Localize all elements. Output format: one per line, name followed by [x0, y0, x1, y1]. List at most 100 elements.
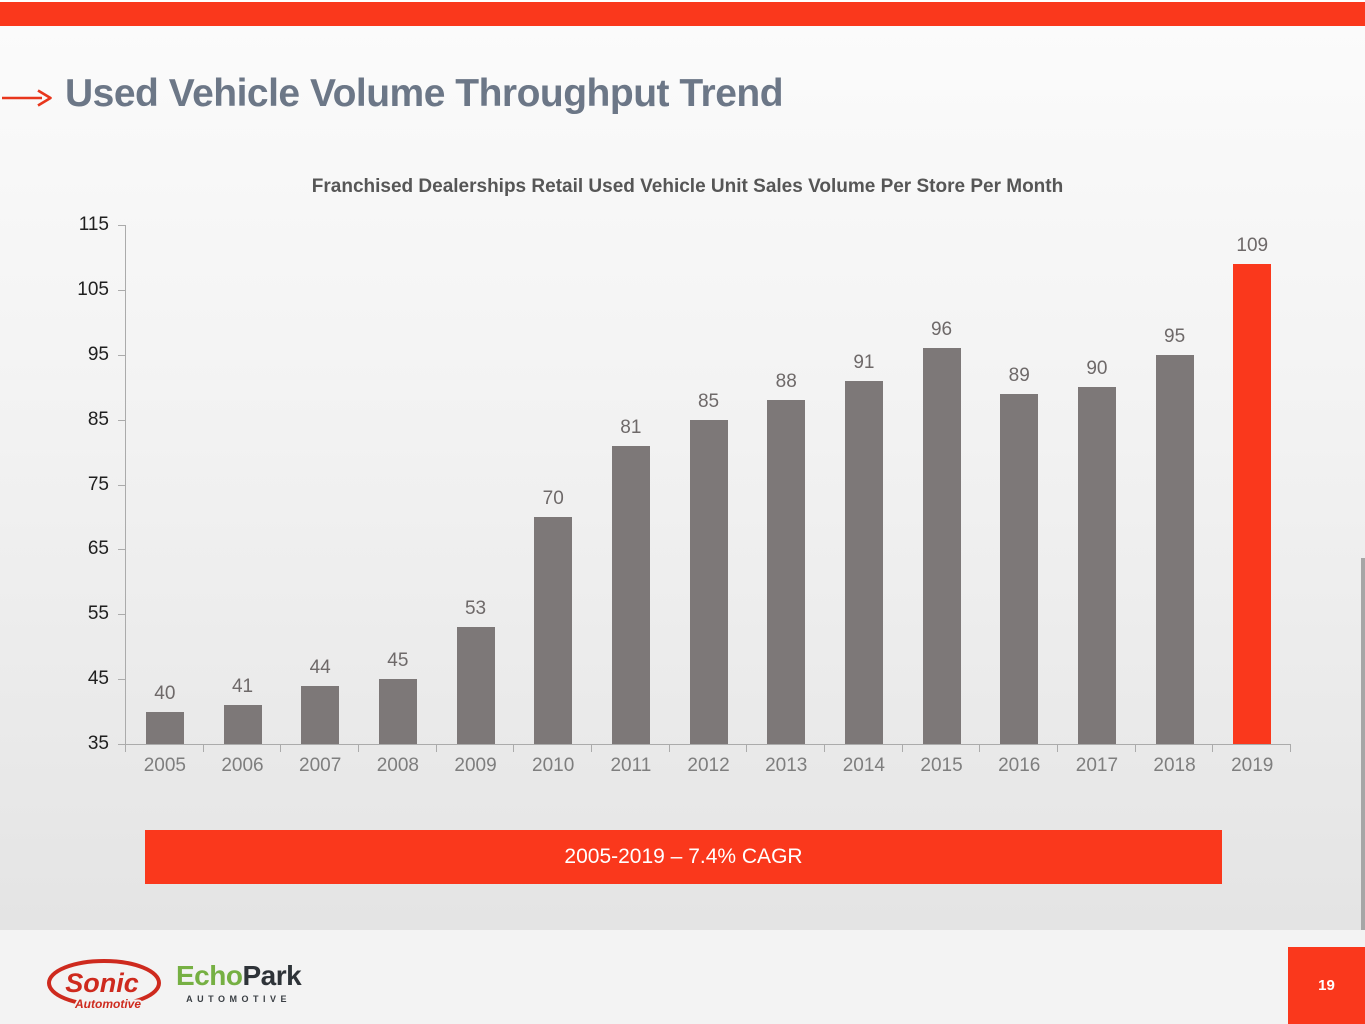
x-tick-mark	[1212, 744, 1214, 752]
x-axis-label-2011: 2011	[610, 755, 652, 776]
y-tick-label-75: 75	[87, 473, 109, 495]
bar-column-2019: 109 2019	[1213, 225, 1291, 776]
bar-2011	[611, 445, 650, 744]
y-tick-label-35: 35	[87, 733, 109, 754]
x-axis-label-2017: 2017	[1075, 755, 1119, 776]
bar-column-2008: 45 2008	[359, 225, 437, 776]
x-tick-mark	[1134, 744, 1136, 752]
sonic-automotive-logo: Sonic Automotive	[47, 959, 161, 1013]
y-tick-mark	[118, 614, 126, 616]
bar-column-2014: 91 2014	[825, 225, 903, 776]
echopark-subtext: AUTOMOTIVE	[186, 994, 292, 1004]
echopark-word-echo: Echo	[176, 960, 243, 991]
x-axis-label-2015: 2015	[920, 755, 963, 776]
bar-column-2009: 53 2009	[437, 225, 515, 776]
y-tick-label-105: 105	[77, 278, 109, 300]
footer: Sonic Automotive EchoPark AUTOMOTIVE 19	[0, 930, 1365, 1024]
bar-2017	[1077, 387, 1116, 744]
x-tick-mark	[125, 744, 126, 752]
echopark-logo: EchoPark AUTOMOTIVE	[176, 960, 302, 1005]
x-tick-mark	[979, 744, 981, 752]
bar-value-label-2005: 40	[154, 682, 176, 704]
bar-column-2013: 88 2013	[747, 225, 825, 776]
bar-chart: 35 45 55 65 75 85 95 105 115 40 2005 41 2006 44 2007 4…	[77, 214, 1291, 776]
bar-value-label-2008: 45	[387, 650, 409, 672]
bar-value-label-2015: 96	[930, 319, 953, 341]
bar-column-2005: 40 2005	[126, 225, 204, 776]
y-tick-label-85: 85	[87, 408, 109, 430]
plot-area: 40 2005 41 2006 44 2007 45 2008 53 2009 70 2010 81 20…	[126, 225, 1291, 776]
x-tick-mark	[591, 744, 592, 752]
right-arrow-icon	[2, 89, 52, 107]
bar-value-label-2013: 88	[775, 371, 797, 393]
x-tick-mark	[746, 744, 748, 752]
chart-title: Franchised Dealerships Retail Used Vehic…	[311, 176, 1064, 197]
x-axis-label-2019: 2019	[1231, 755, 1274, 776]
x-tick-mark	[1290, 744, 1291, 752]
y-tick-mark	[118, 289, 126, 291]
x-axis-label-2008: 2008	[376, 755, 419, 776]
bar-2013	[767, 400, 806, 744]
bar-value-label-2011: 81	[620, 416, 642, 438]
x-tick-mark	[513, 744, 515, 752]
x-tick-mark	[202, 744, 204, 752]
x-axis-label-2016: 2016	[998, 755, 1041, 776]
bar-2016	[1000, 393, 1039, 744]
echopark-word-park: Park	[242, 960, 302, 991]
x-tick-mark	[435, 744, 437, 752]
x-axis-label-2012: 2012	[687, 755, 730, 776]
cagr-banner: 2005-2019 – 7.4% CAGR	[145, 830, 1222, 884]
x-axis-label-2013: 2013	[765, 755, 808, 776]
x-axis-label-2018: 2018	[1153, 755, 1196, 776]
y-tick-label-45: 45	[87, 668, 109, 690]
bar-column-2017: 90 2017	[1058, 225, 1136, 776]
bar-value-label-2009: 53	[464, 598, 487, 620]
bar-2008	[378, 679, 417, 744]
x-tick-mark	[901, 744, 903, 752]
bar-value-label-2012: 85	[697, 390, 720, 412]
y-tick-label-65: 65	[87, 538, 109, 560]
bar-2007	[301, 685, 340, 744]
y-tick-label-95: 95	[87, 343, 109, 365]
bar-2009	[456, 627, 495, 744]
bar-value-label-2016: 89	[1008, 364, 1030, 386]
bar-column-2015: 96 2015	[903, 225, 981, 776]
y-tick-mark	[118, 679, 126, 681]
x-tick-mark	[1057, 744, 1058, 752]
x-tick-mark	[668, 744, 670, 752]
bar-column-2012: 85 2012	[670, 225, 748, 776]
y-tick-mark	[118, 484, 126, 486]
page-number-badge: 19	[1288, 947, 1365, 1024]
bar-value-label-2018: 95	[1164, 325, 1186, 347]
y-tick-label-115: 115	[78, 214, 109, 235]
x-axis-label-2010: 2010	[532, 755, 575, 776]
echopark-wordmark: EchoPark	[176, 960, 302, 991]
bar-value-label-2019: 109	[1236, 234, 1269, 256]
bar-column-2011: 81 2011	[592, 225, 670, 776]
bar-2010	[534, 516, 573, 744]
bar-2012	[689, 419, 728, 744]
bar-value-label-2017: 90	[1086, 358, 1108, 380]
bar-2006	[223, 705, 262, 744]
bar-column-2010: 70 2010	[514, 225, 592, 776]
x-tick-mark	[358, 744, 359, 752]
bar-2018	[1155, 354, 1194, 744]
y-tick-mark	[118, 225, 126, 226]
bar-value-label-2006: 41	[231, 676, 254, 698]
x-axis-label-2005: 2005	[143, 755, 186, 776]
x-tick-mark	[824, 744, 825, 752]
bar-column-2018: 95 2018	[1136, 225, 1214, 776]
bar-value-label-2010: 70	[542, 487, 564, 509]
page-title: Used Vehicle Volume Throughput Trend	[65, 72, 784, 115]
y-tick-mark	[118, 419, 126, 421]
page-number: 19	[1318, 977, 1335, 994]
y-tick-label-55: 55	[87, 603, 109, 625]
sonic-logo-text: Sonic	[65, 968, 139, 998]
bar-2015	[922, 348, 961, 744]
sonic-logo-subtext: Automotive	[74, 997, 141, 1011]
bar-2019	[1233, 263, 1272, 744]
cagr-banner-label: 2005-2019 – 7.4% CAGR	[564, 845, 803, 868]
bar-2005	[145, 711, 184, 744]
bar-value-label-2014: 91	[853, 351, 875, 373]
